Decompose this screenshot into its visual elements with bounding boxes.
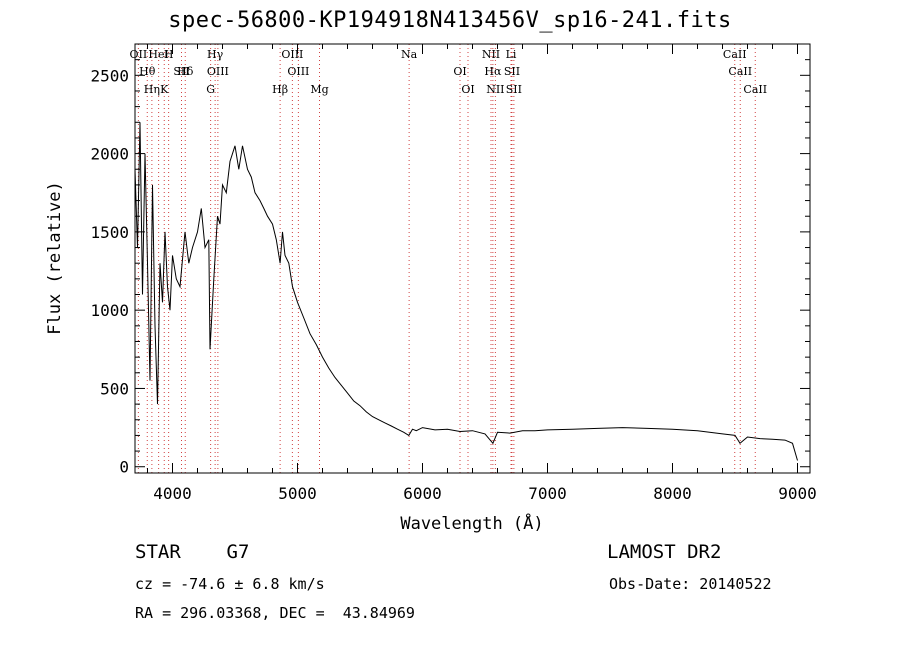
x-axis-ticks: 4000 5000 6000 7000 8000 9000 <box>147 44 817 503</box>
y-tick-label: 1500 <box>90 223 129 242</box>
plot-frame <box>134 43 811 474</box>
spectral-line-label: Na <box>401 48 418 61</box>
spectral-line-label: Hα <box>484 65 502 78</box>
y-tick-label: 1000 <box>90 301 129 320</box>
x-tick-label: 6000 <box>403 484 442 503</box>
spectral-line-label: CaII <box>743 83 767 96</box>
spectral-line-label: H <box>164 48 174 61</box>
coordinates: RA = 296.03368, DEC = 43.84969 <box>135 604 415 622</box>
survey-name: LAMOST DR2 <box>607 541 722 563</box>
spectral-line-label: Hγ <box>207 48 224 61</box>
spectral-line-label: Hη <box>144 83 160 96</box>
x-tick-label: 4000 <box>153 484 192 503</box>
spectral-line-label: K <box>160 83 169 96</box>
spectral-line-label: Mg <box>310 83 328 96</box>
spectral-line-label: OIII <box>281 48 303 61</box>
spectral-line-label: CaII <box>728 65 752 78</box>
spectral-line-label: Hδ <box>177 65 194 78</box>
spectral-line-label: OI <box>453 65 466 78</box>
x-axis-label: Wavelength (Å) <box>400 512 543 534</box>
spectral-line-label: SII <box>173 65 189 78</box>
spectral-line-label: OIII <box>287 65 309 78</box>
spectral-line-label: G <box>206 83 215 96</box>
flux-series <box>134 122 798 461</box>
x-tick-label: 8000 <box>653 484 692 503</box>
spectral-line-label: CaII <box>723 48 747 61</box>
spectral-line-label: Hβ <box>272 83 288 96</box>
spectral-line-labels: OIIHθHηHeISIIKHHδGHγOIIIHβOIIIOIIIMgNaOI… <box>130 48 768 96</box>
observation-date: Obs-Date: 20140522 <box>609 575 772 593</box>
spectral-line-markers <box>137 44 756 473</box>
y-axis-ticks: 0 500 1000 1500 2000 2500 <box>90 59 810 477</box>
chart-title: spec-56800-KP194918N413456V_sp16-241.fit… <box>168 8 732 33</box>
spectral-line-label: SII <box>504 65 520 78</box>
x-tick-label: 5000 <box>278 484 317 503</box>
spectral-line-label: Li <box>506 48 517 61</box>
spectral-line-label: OII <box>130 48 148 61</box>
y-tick-label: 2000 <box>90 145 129 164</box>
spectral-line-label: OI <box>461 83 474 96</box>
y-tick-label: 0 <box>119 458 129 477</box>
object-class: STAR G7 <box>135 541 250 563</box>
spectral-line-label: NII <box>486 83 504 96</box>
flux-line <box>134 122 798 461</box>
spectral-line-label: NII <box>482 48 500 61</box>
x-tick-label: 9000 <box>778 484 817 503</box>
x-tick-label: 7000 <box>528 484 567 503</box>
spectral-line-label: SII <box>506 83 522 96</box>
spectral-line-label: Hθ <box>139 65 156 78</box>
y-tick-label: 2500 <box>90 66 129 85</box>
y-axis-label: Flux (relative) <box>45 181 65 335</box>
spectral-line-label: HeI <box>148 48 168 61</box>
y-tick-label: 500 <box>100 379 129 398</box>
spectral-line-label: OIII <box>207 65 229 78</box>
redshift-velocity: cz = -74.6 ± 6.8 km/s <box>135 575 325 593</box>
